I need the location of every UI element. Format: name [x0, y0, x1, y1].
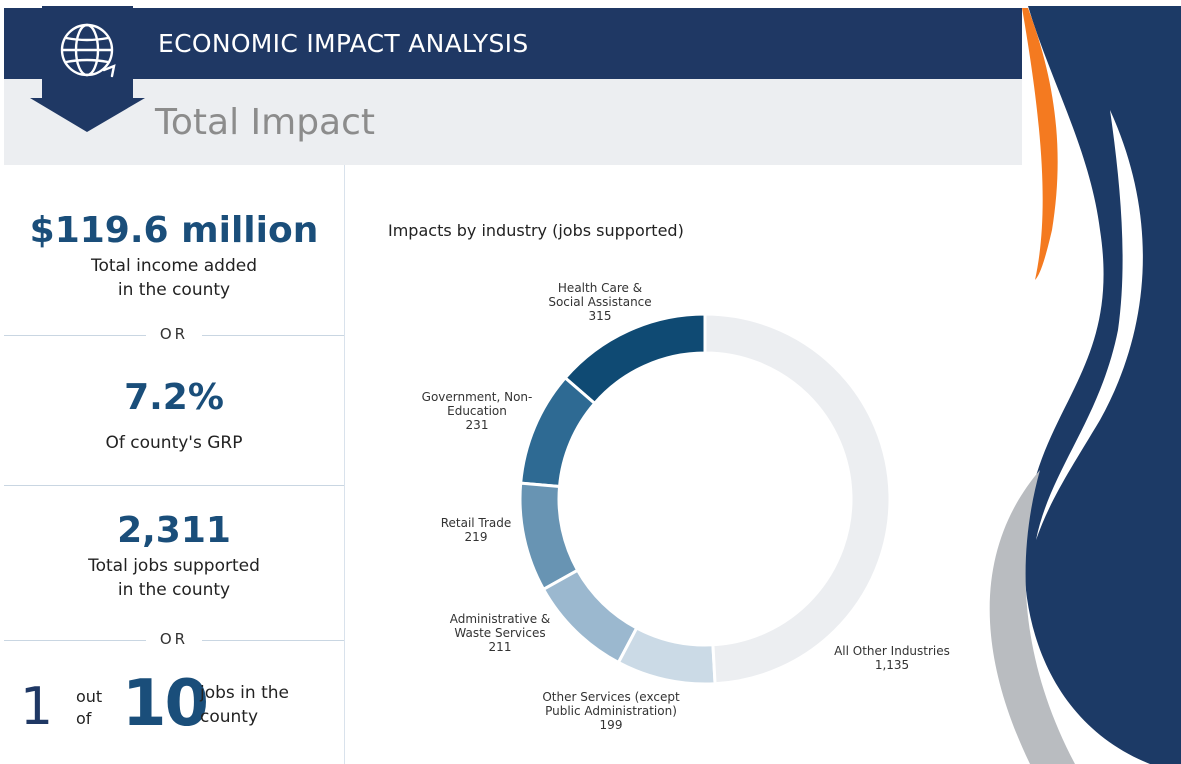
section-divider: [4, 485, 344, 486]
ratio-out: out: [76, 687, 103, 706]
slice-category-label: Waste Services: [454, 626, 545, 640]
or-text: OR: [159, 325, 189, 343]
jobs-label-line2: in the county: [117, 580, 231, 600]
slice-value-label: 219: [465, 530, 488, 544]
slice-category-label: Government, Non-: [422, 390, 533, 404]
page-title: Total Impact: [155, 102, 376, 143]
ratio-denominator: 10: [122, 667, 209, 741]
jobs-value: 2,311: [117, 510, 231, 551]
or-text: OR: [159, 630, 189, 648]
globe-badge: [30, 6, 145, 132]
or-divider-2: OR: [4, 630, 344, 650]
income-value: $119.6 million: [29, 210, 319, 251]
slice-category-label: Retail Trade: [441, 516, 512, 530]
chart-title: Impacts by industry (jobs supported): [388, 221, 684, 240]
or-divider-1: OR: [4, 325, 344, 345]
donut-slice: [563, 312, 707, 406]
slice-value-label: 315: [589, 309, 612, 323]
slice-value-label: 199: [600, 718, 623, 732]
page-header-title: ECONOMIC IMPACT ANALYSIS: [158, 29, 529, 58]
income-label-line1: Total income added: [90, 256, 258, 276]
slice-category-label: Other Services (except: [542, 690, 680, 704]
slice-category-label: Administrative &: [450, 612, 551, 626]
slice-value-label: 1,135: [875, 658, 909, 672]
subheader-bar: [4, 79, 1022, 165]
donut-slice: [703, 312, 892, 686]
grp-label: Of county's GRP: [105, 433, 243, 453]
donut-slice: [616, 626, 717, 686]
decorative-swoosh: [989, 0, 1181, 764]
jobs-ratio: 1 out of 10 jobs in the county: [4, 667, 344, 755]
slice-category-label: Social Assistance: [548, 295, 651, 309]
top-border: [0, 0, 1181, 6]
ratio-label-line1: jobs in the: [200, 683, 289, 703]
ratio-of: of: [76, 709, 92, 728]
stats-panel: $119.6 million Total income added in the…: [4, 165, 345, 764]
grp-value: 7.2%: [124, 377, 224, 418]
slice-category-label: Health Care &: [558, 281, 642, 295]
header-bar: [4, 8, 1022, 79]
slice-category-label: Education: [447, 404, 507, 418]
slice-category-label: All Other Industries: [834, 644, 950, 658]
slice-value-label: 211: [489, 640, 512, 654]
ratio-label-line2: county: [200, 707, 259, 727]
slice-value-label: 231: [466, 418, 489, 432]
ratio-numerator: 1: [20, 677, 54, 737]
slice-category-label: Public Administration): [545, 704, 677, 718]
donut-slice: [541, 568, 639, 665]
globe-icon: [60, 23, 116, 78]
jobs-label-line1: Total jobs supported: [88, 556, 260, 576]
income-label-line2: in the county: [117, 280, 231, 300]
